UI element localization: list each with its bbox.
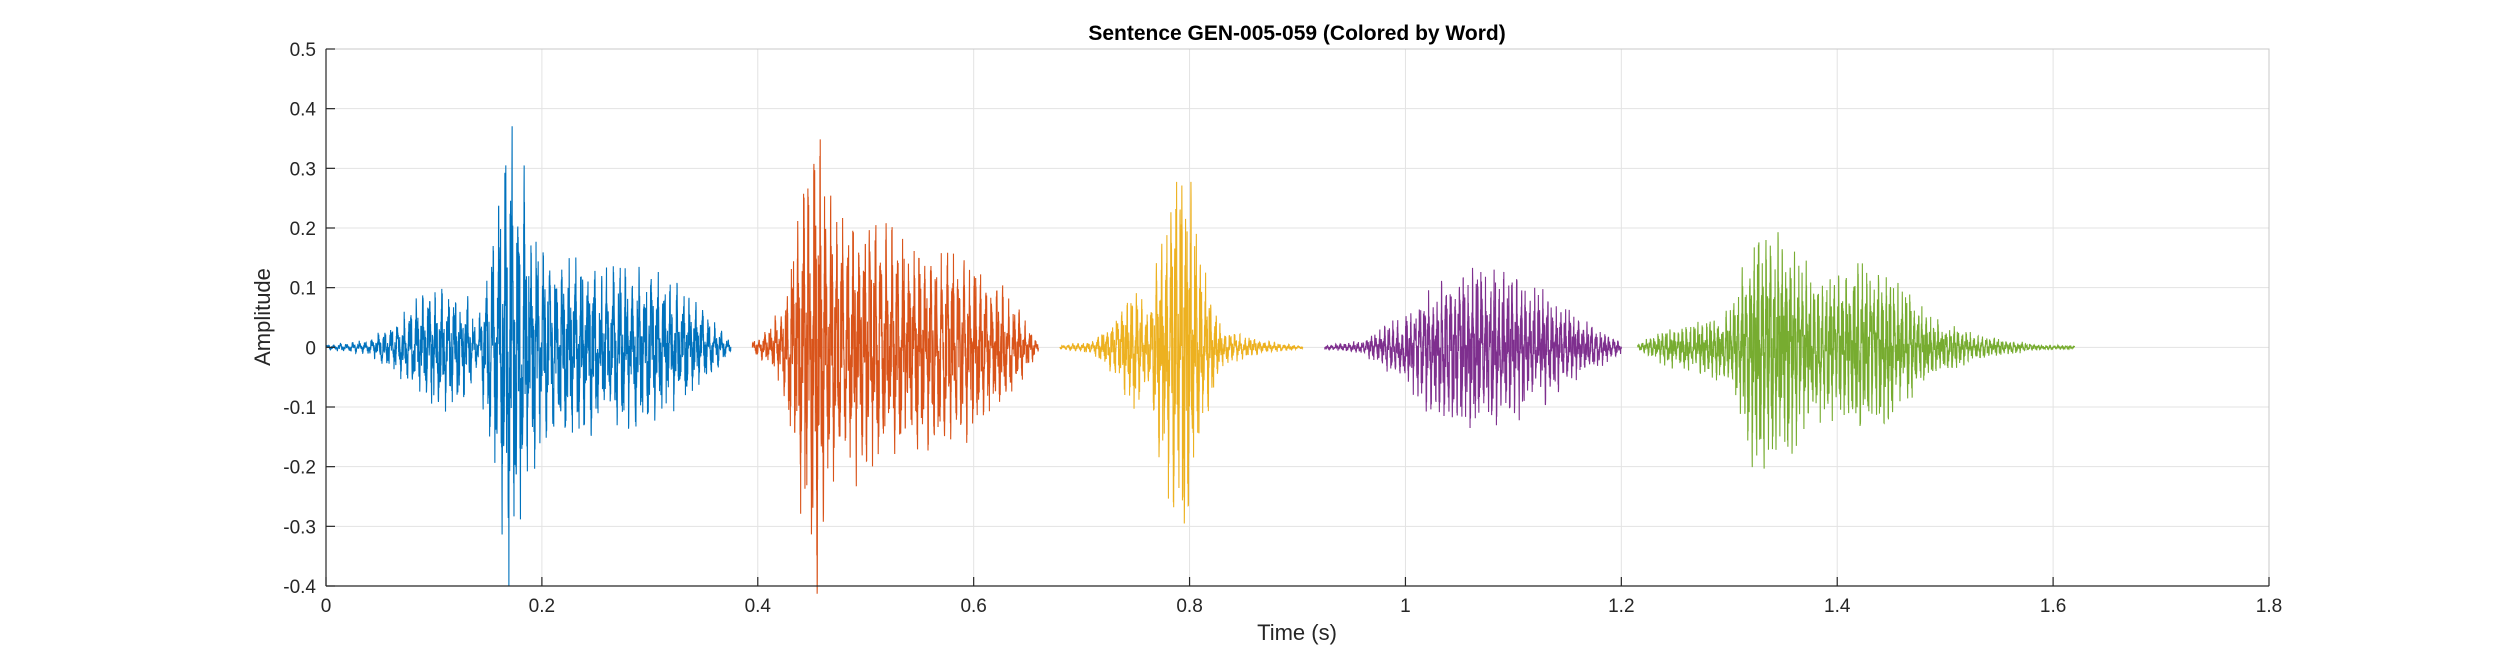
plot-area-background (326, 49, 2269, 586)
y-tick-label: 0.4 (290, 100, 317, 121)
y-tick-label: 0.2 (290, 219, 316, 240)
waveform-series (325, 126, 2076, 594)
chart-title: Sentence GEN-005-059 (Colored by Word) (1088, 22, 1505, 45)
x-tick-label: 0.8 (1176, 596, 1202, 617)
x-tick-label: 0.6 (960, 596, 986, 617)
x-tick-label: 0.2 (529, 596, 555, 617)
x-tick-label: 1.2 (1608, 596, 1634, 617)
x-tick-label: 0 (321, 596, 332, 617)
x-tick-label: 1 (1400, 596, 1411, 617)
x-tick-label: 1.8 (2256, 596, 2282, 617)
y-tick-label: -0.2 (283, 458, 316, 479)
y-tick-label: 0.5 (290, 40, 316, 61)
y-tick-label: 0.1 (290, 279, 316, 300)
x-tick-label: 0.4 (745, 596, 772, 617)
y-tick-label: -0.1 (283, 398, 316, 419)
y-tick-label: 0 (305, 338, 316, 359)
word-waveform-5 (1637, 232, 2076, 469)
word-waveform-2 (751, 139, 1039, 594)
y-axis-label: Amplitude (250, 268, 275, 366)
x-tick-label: 1.4 (1824, 596, 1851, 617)
word-waveform-4 (1324, 267, 1622, 428)
x-axis-label: Time (s) (1257, 620, 1337, 645)
axis-ticks (325, 48, 2270, 587)
word-waveform-3 (1059, 181, 1304, 524)
y-tick-label: -0.4 (283, 577, 316, 598)
y-tick-labels: -0.4 -0.3 -0.2 -0.1 0 0.1 0.2 0.3 0.4 0.5 (283, 40, 316, 598)
word-waveform-1 (325, 126, 732, 586)
x-tick-label: 1.6 (2040, 596, 2066, 617)
y-tick-label: 0.3 (290, 159, 316, 180)
x-tick-labels: 0 0.2 0.4 0.6 0.8 1 1.2 1.4 1.6 1.8 (321, 596, 2283, 617)
y-tick-label: -0.3 (283, 517, 316, 538)
